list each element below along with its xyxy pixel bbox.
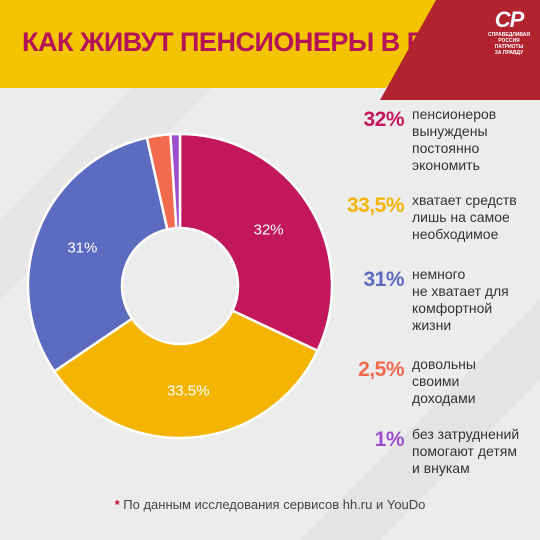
donut-slice-5 xyxy=(169,132,182,230)
legend-pct-2: 33,5% xyxy=(346,194,405,217)
title-banner xyxy=(0,0,470,88)
donut-label-3: 31% xyxy=(67,239,97,256)
donut-slice-1 xyxy=(178,132,334,353)
party-logo: СР СПРАВЕДЛИВАЯ РОССИЯ ПАТРИОТЫ ЗА ПРАВД… xyxy=(484,7,534,57)
footnote: * По данным исследования сервисов hh.ru … xyxy=(0,497,540,512)
logo-line-1: СПРАВЕДЛИВАЯ xyxy=(488,32,530,38)
donut-label-1: 32% xyxy=(254,222,284,239)
legend-text-1: пенсионеров вынуждены постоянно экономит… xyxy=(412,106,497,173)
donut-slice-3 xyxy=(26,136,169,374)
logo-mark: СР xyxy=(494,7,525,32)
legend-pct-4: 2,5% xyxy=(358,358,404,381)
legend-pct-5: 1% xyxy=(374,428,405,451)
footnote-star: * xyxy=(114,497,120,512)
legend-pct-1: 32% xyxy=(363,108,404,131)
legend-text-4: довольны своими доходами xyxy=(412,356,476,406)
donut-label-2: 33.5% xyxy=(167,383,210,400)
legend-text-3: немного не хватает для комфортной жизни xyxy=(412,266,509,333)
legend-text-2: хватает средств лишь на самое необходимо… xyxy=(412,192,517,242)
footnote-text: По данным исследования сервисов hh.ru и … xyxy=(123,497,426,512)
logo-line-4: ЗА ПРАВДУ xyxy=(494,50,524,56)
logo-line-3: ПАТРИОТЫ xyxy=(494,44,524,50)
legend-pct-3: 31% xyxy=(363,268,404,291)
legend-text-5: без затруднений помогают детям и внукам xyxy=(412,426,520,476)
logo-line-2: РОССИЯ xyxy=(498,38,520,44)
donut-slice-2 xyxy=(52,309,320,440)
